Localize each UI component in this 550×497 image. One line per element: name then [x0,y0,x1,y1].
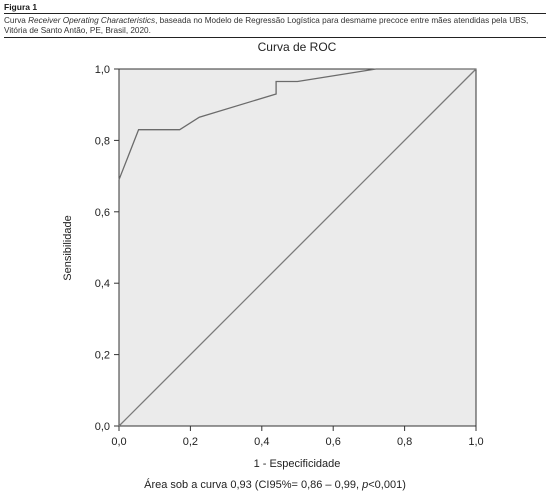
chart-title: Curva de ROC [258,40,337,54]
y-tick-label: 0,6 [95,207,110,219]
y-tick-label: 0,8 [95,135,110,147]
y-tick-label: 1,0 [95,64,110,76]
y-axis-label: Sensibilidade [62,215,74,280]
figure-header: Figura 1 Curva Receiver Operating Charac… [4,2,546,36]
series-layer [118,68,477,427]
caption-rule [4,37,546,38]
reference-diagonal-line [118,68,477,427]
x-tick-label: 0,8 [397,436,412,448]
figure-label: Figura 1 [4,2,546,14]
footer-post: <0,001) [368,479,406,491]
x-axis-label: 1 - Especificidade [254,458,341,470]
x-tick-label: 0,6 [326,436,341,448]
roc-curve-line [118,68,476,180]
x-tick-label: 1,0 [468,436,483,448]
footer-pre: Área sob a curva 0,93 (CI95%= 0,86 – 0,9… [144,479,363,491]
caption-post: , baseada no Modelo de Regressão Logísti… [4,16,529,35]
auc-footer: Área sob a curva 0,93 (CI95%= 0,86 – 0,9… [0,479,550,491]
caption-italic: Receiver Operating Characteristics [28,16,156,25]
figure-caption: Curva Receiver Operating Characteristics… [4,16,546,36]
y-tick-label: 0,0 [95,421,110,433]
x-tick-label: 0,2 [183,436,198,448]
axis-ticks: 0,0 0,2 0,4 0,6 0,8 1,0 0,0 0,2 0,4 0,6 0,8 1,0 [95,64,484,448]
y-tick-label: 0,2 [95,350,110,362]
footer-italic: p [362,479,369,491]
x-tick-label: 0,4 [254,436,269,448]
x-tick-label: 0,0 [111,436,126,448]
caption-pre: Curva [4,16,29,25]
y-tick-label: 0,4 [95,278,110,290]
